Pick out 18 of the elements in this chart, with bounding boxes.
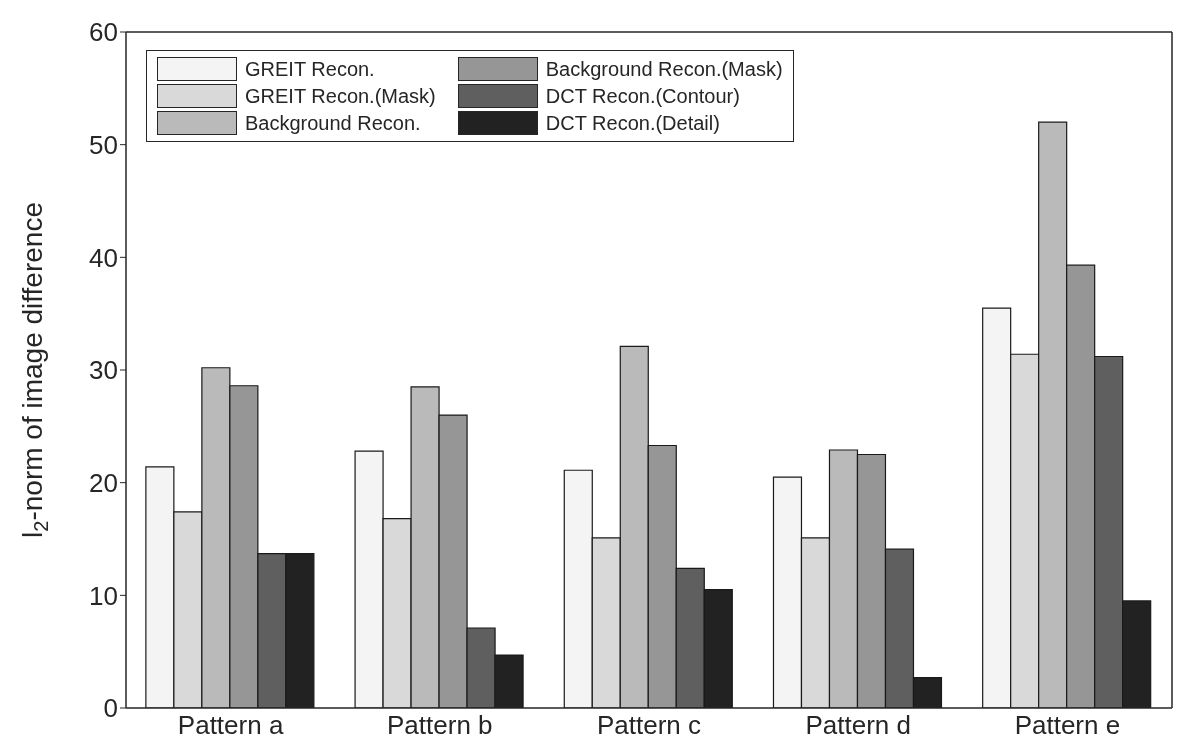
legend-label: DCT Recon.(Detail)	[545, 111, 720, 135]
y-tick-label: 60	[89, 17, 118, 48]
legend-label: Background Recon.(Mask)	[545, 57, 783, 81]
y-tick-label: 10	[89, 580, 118, 611]
y-tick-label: 40	[89, 242, 118, 273]
y-tick-label: 20	[89, 467, 118, 498]
x-tick-label: Pattern e	[1014, 710, 1121, 741]
legend-label: GREIT Recon.(Mask)	[245, 84, 436, 108]
y-tick-label: 0	[103, 693, 118, 724]
x-tick-label: Pattern a	[177, 710, 284, 741]
x-tick-label: Pattern d	[805, 710, 911, 741]
x-tick-label: Pattern b	[387, 710, 493, 741]
y-tick-label: 50	[89, 129, 118, 160]
y-tick-label: 30	[89, 355, 118, 386]
legend-label: Background Recon.	[245, 111, 421, 135]
legend-label: DCT Recon.(Contour)	[545, 84, 740, 108]
x-tick-label: Pattern c	[596, 710, 702, 741]
legend-label: GREIT Recon.	[245, 57, 375, 81]
